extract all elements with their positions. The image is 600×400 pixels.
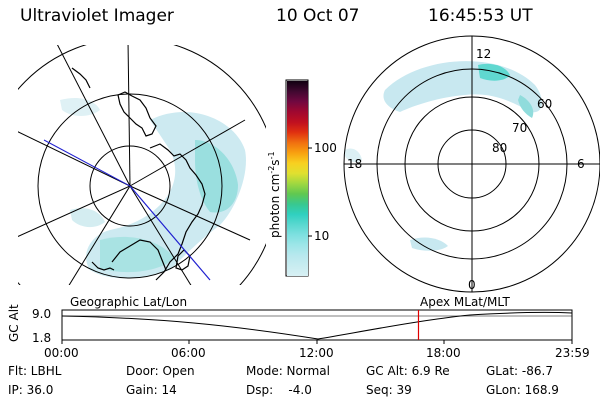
colorbar-label-100: 100 (314, 141, 337, 155)
timeline-xtick-0: 00:00 (44, 346, 79, 360)
timeline-xtick-1: 06:00 (171, 346, 206, 360)
magnetic-caption: Apex MLat/MLT (420, 295, 510, 309)
mlt-label-6: 6 (577, 157, 585, 171)
door-label: Door: Open (126, 364, 195, 378)
mlat-label-60: 60 (537, 97, 553, 111)
coastline (71, 67, 206, 281)
mlt-label-0: 0 (468, 278, 476, 292)
colorbar-label-10: 10 (314, 229, 330, 243)
timeline-ymin: 1.8 (32, 331, 52, 345)
timeline-xtick-4: 23:59 (555, 346, 590, 360)
mlat-label-70: 70 (512, 121, 528, 135)
geographic-caption: Geographic Lat/Lon (70, 295, 188, 309)
longitude-lines-left (18, 45, 251, 285)
time-label: 16:45:53 UT (428, 6, 533, 26)
aurora-emission-left (60, 98, 246, 279)
mlat-label-80: 80 (492, 141, 508, 155)
filter-label: Flt: LBHL (8, 364, 62, 378)
colorbar (287, 81, 308, 276)
mlt-lines (344, 36, 600, 292)
timeline-x-ticks (61, 340, 573, 344)
gain-label: Gain: 14 (126, 383, 177, 397)
glat-label: GLat: -86.7 (486, 364, 553, 378)
mlt-label-18: 18 (347, 157, 363, 171)
ip-label: IP: 36.0 (8, 383, 54, 397)
date-label: 10 Oct 07 (276, 6, 360, 26)
timeline-ylabel: GC Alt (7, 304, 21, 342)
seq-label: Seq: 39 (366, 383, 412, 397)
dsp-label: Dsp: -4.0 (246, 383, 312, 397)
mlt-label-12: 12 (476, 47, 492, 61)
noon-meridian-line (129, 185, 211, 281)
app-title: Ultraviolet Imager (20, 6, 174, 26)
aurora-emission-right (345, 61, 542, 251)
mode-label: Mode: Normal (246, 364, 330, 378)
timeline-ymax: 9.0 (32, 307, 52, 321)
gc-alt-label: GC Alt: 6.9 Re (366, 364, 450, 378)
timeline-xtick-2: 12:00 (299, 346, 334, 360)
latitude-circles-left (18, 45, 266, 285)
orbit-altitude-curve (61, 311, 573, 340)
glon-label: GLon: 168.9 (486, 383, 559, 397)
timeline-xtick-3: 18:00 (426, 346, 461, 360)
colorbar-unit-label: photon cm-2s-1 (267, 151, 282, 238)
midnight-meridian-line (43, 139, 131, 187)
timeline-frame (61, 309, 573, 341)
colorbar-frame (285, 79, 309, 277)
